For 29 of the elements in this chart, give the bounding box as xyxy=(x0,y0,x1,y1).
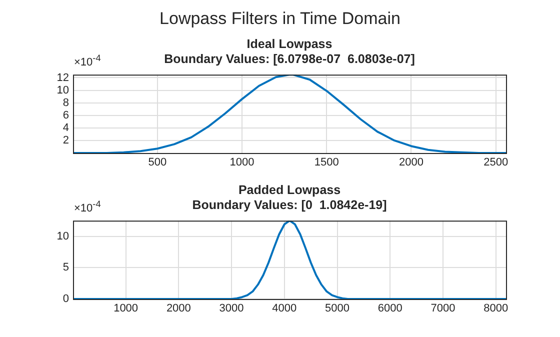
y-tick-label: 10 xyxy=(56,230,69,242)
y-tick-label: 12 xyxy=(56,72,69,84)
x-tick-label: 7000 xyxy=(430,302,456,315)
x-tick-label: 2500 xyxy=(484,156,508,169)
y-axis-title: ×10$^{-4}$ xyxy=(74,199,101,215)
y-tick-label: 10 xyxy=(56,84,69,96)
x-tick-label: 2000 xyxy=(166,302,191,315)
chart-subtitle: Boundary Values: [6.0798e-07 6.0803e-07] xyxy=(164,52,415,66)
y-tick-label: 6 xyxy=(62,109,69,122)
x-tick-label: 5000 xyxy=(325,302,350,315)
y-tick-label: 5 xyxy=(62,262,69,274)
chart-title: Padded Lowpass xyxy=(238,183,341,197)
chart-subtitle: Boundary Values: [0 1.0842e-19] xyxy=(192,198,387,212)
x-tick-label: 6000 xyxy=(378,302,402,315)
text: Lowpass Filters in Time Domain xyxy=(158,9,402,29)
y-axis-title: ×10$^{-4}$ xyxy=(74,53,101,69)
y-tick-label: 0 xyxy=(62,293,69,306)
x-tick-label: 1500 xyxy=(314,156,339,169)
x-tick-label: 8000 xyxy=(484,302,508,315)
y-tick-label: 4 xyxy=(62,122,69,134)
x-tick-label: 3000 xyxy=(219,302,244,315)
x-tick-label: 4000 xyxy=(272,302,297,315)
y-tick-label: 2 xyxy=(62,134,69,146)
x-tick-label: 1000 xyxy=(114,302,138,315)
x-tick-label: 1000 xyxy=(230,156,254,169)
x-tick-label: 2000 xyxy=(399,156,424,169)
x-tick-label: 500 xyxy=(148,156,167,169)
y-tick-label: 8 xyxy=(62,96,69,109)
chart-title: Ideal Lowpass xyxy=(246,37,332,51)
